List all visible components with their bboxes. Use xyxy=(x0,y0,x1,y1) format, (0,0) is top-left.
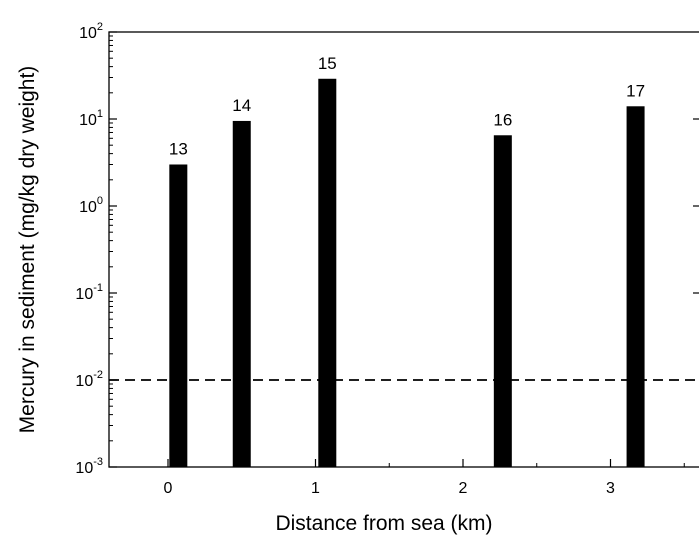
x-axis: 0 1 2 3 xyxy=(164,459,685,497)
y-tick-label: 102 xyxy=(79,21,103,42)
x-tick-label: 3 xyxy=(606,480,615,497)
y-tick-label: 10-3 xyxy=(75,456,103,477)
bar-label: 17 xyxy=(626,81,645,100)
bar-label: 13 xyxy=(169,139,188,158)
bar xyxy=(493,135,512,467)
bar xyxy=(318,78,337,468)
data-labels: 13 14 15 16 17 xyxy=(169,54,645,159)
bar xyxy=(169,164,188,467)
y-axis: 10-3 10-2 10-1 100 101 102 xyxy=(75,21,699,477)
x-tick-label: 0 xyxy=(164,480,173,497)
x-axis-title: Distance from sea (km) xyxy=(275,512,492,535)
plot-area xyxy=(108,31,699,468)
y-axis-title: Mercury in sediment (mg/kg dry weight) xyxy=(16,66,39,434)
x-tick-label: 1 xyxy=(311,480,320,497)
y-tick-label: 100 xyxy=(79,195,103,216)
y-tick-label: 10-2 xyxy=(75,369,103,390)
bar-label: 15 xyxy=(318,54,337,73)
x-tick-label: 2 xyxy=(459,480,468,497)
bars xyxy=(169,78,645,468)
bar-label: 14 xyxy=(232,96,251,115)
y-tick-label: 101 xyxy=(79,108,103,129)
bar xyxy=(626,106,645,467)
bar xyxy=(232,120,251,467)
bar-label: 16 xyxy=(493,110,512,129)
plot-frame xyxy=(108,31,699,468)
y-tick-label: 10-1 xyxy=(75,282,103,303)
